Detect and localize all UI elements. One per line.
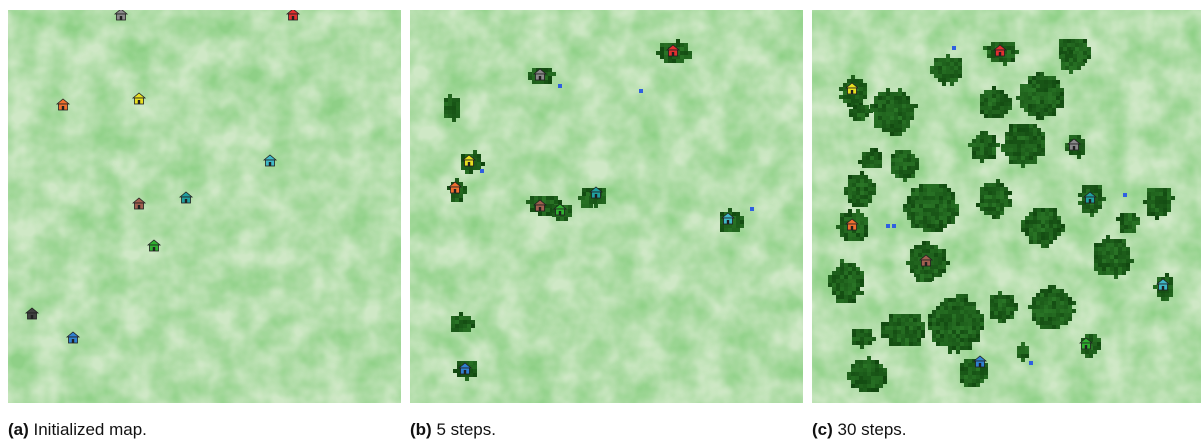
claimed-region <box>451 312 475 332</box>
claimed-region <box>1094 235 1134 279</box>
map-panel-5-steps <box>410 10 803 403</box>
house-icon <box>918 254 934 267</box>
caption-c: (c) 30 steps. <box>812 420 907 440</box>
agent-marker <box>558 84 562 88</box>
house-icon <box>588 186 604 199</box>
caption-text: 30 steps. <box>832 420 907 439</box>
house-icon <box>131 197 147 210</box>
house-icon <box>1082 191 1098 204</box>
house-icon <box>24 307 40 320</box>
house-icon <box>131 92 147 105</box>
agent-marker <box>1123 193 1127 197</box>
agent-marker <box>886 224 890 228</box>
house-icon <box>552 203 568 216</box>
house-icon <box>285 10 301 21</box>
house-icon <box>1155 278 1171 291</box>
claimed-region <box>1001 124 1045 168</box>
claimed-region <box>903 184 959 232</box>
claimed-region <box>852 329 876 349</box>
house-icon <box>720 212 736 225</box>
claimed-region <box>1143 188 1175 220</box>
claimed-region <box>1116 213 1140 233</box>
house-icon <box>844 82 860 95</box>
map-canvas <box>812 10 1201 403</box>
map-texture <box>410 10 803 403</box>
caption-b: (b) 5 steps. <box>410 420 496 440</box>
agent-marker <box>480 169 484 173</box>
agent-marker <box>1029 361 1033 365</box>
house-icon <box>844 218 860 231</box>
caption-label: (a) <box>8 420 29 439</box>
map-canvas <box>410 10 803 403</box>
house-icon <box>447 181 463 194</box>
claimed-region <box>1028 285 1076 329</box>
house-icon <box>461 154 477 167</box>
claimed-region <box>858 148 882 168</box>
claimed-region <box>881 314 925 346</box>
claimed-region <box>1021 208 1065 248</box>
house-icon <box>457 362 473 375</box>
house-icon <box>262 154 278 167</box>
claimed-region <box>928 294 984 354</box>
claimed-region <box>847 356 887 392</box>
caption-text: 5 steps. <box>431 420 496 439</box>
claimed-region <box>870 88 918 136</box>
map-panel-30-steps <box>812 10 1201 403</box>
claimed-region <box>930 54 962 86</box>
claimed-region <box>1016 72 1064 120</box>
house-icon <box>146 239 162 252</box>
house-icon <box>665 44 681 57</box>
map-panel-initialized <box>8 10 401 403</box>
claimed-region <box>828 259 864 303</box>
claimed-region <box>1017 342 1029 362</box>
house-icon <box>972 355 988 368</box>
map-texture <box>8 10 401 403</box>
house-icon <box>178 191 194 204</box>
house-icon <box>65 331 81 344</box>
caption-a: (a) Initialized map. <box>8 420 147 440</box>
claimed-region <box>968 131 1000 163</box>
claimed-region <box>916 266 932 282</box>
claimed-region <box>444 94 460 122</box>
house-icon <box>1078 337 1094 350</box>
house-icon <box>992 44 1008 57</box>
caption-text: Initialized map. <box>28 420 147 439</box>
claimed-region <box>1061 50 1085 74</box>
caption-label: (c) <box>812 420 833 439</box>
claimed-region <box>1078 185 1106 217</box>
house-icon <box>532 68 548 81</box>
caption-label: (b) <box>410 420 432 439</box>
house-icon <box>55 98 71 111</box>
house-icon <box>113 10 129 21</box>
claimed-region <box>976 179 1012 219</box>
agent-marker <box>952 46 956 50</box>
house-icon <box>1066 138 1082 151</box>
agent-marker <box>639 89 643 93</box>
claimed-region <box>891 150 919 182</box>
agent-marker <box>750 207 754 211</box>
agent-marker <box>892 224 896 228</box>
claimed-region <box>990 291 1018 323</box>
claimed-region <box>844 171 876 207</box>
house-icon <box>532 199 548 212</box>
claimed-region <box>980 86 1012 118</box>
claimed-region <box>581 196 597 208</box>
map-canvas <box>8 10 401 403</box>
